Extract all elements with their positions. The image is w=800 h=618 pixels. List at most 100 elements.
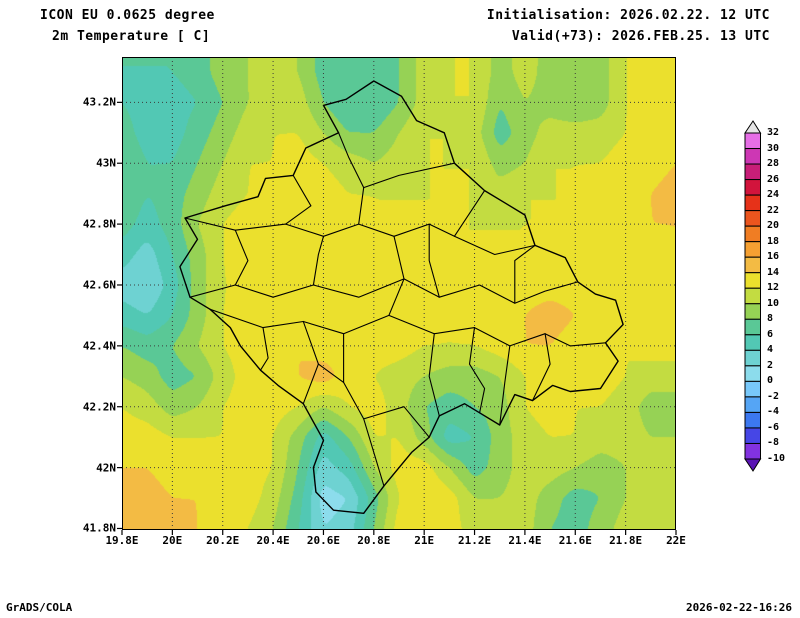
- colorbar-under-arrow: [744, 458, 762, 472]
- x-axis-tick-label: 20.4E: [256, 534, 290, 547]
- district-boundary: [531, 333, 551, 402]
- grads-credit: GrADS/COLA: [6, 601, 73, 614]
- district-boundary: [363, 162, 455, 189]
- district-boundary: [343, 333, 385, 487]
- x-axis-tick-label: 21.6E: [558, 534, 592, 547]
- district-boundary: [468, 327, 486, 414]
- colorbar-segment: [744, 349, 761, 367]
- colorbar-segment: [744, 303, 761, 320]
- colorbar-label: 14: [767, 266, 780, 278]
- colorbar-label: -10: [767, 453, 786, 464]
- y-axis-tick-label: 43N: [96, 156, 116, 170]
- colorbar-segment: [744, 148, 761, 165]
- colorbar-label: 24: [767, 189, 780, 201]
- plot-frame: [122, 57, 676, 530]
- district-boundary: [453, 235, 536, 256]
- colorbar-label: 6: [767, 328, 774, 340]
- district-boundary: [338, 132, 365, 225]
- colorbar-scale: [744, 120, 762, 472]
- y-axis-tick-label: 42.6N: [82, 278, 116, 292]
- colorbar-label: -8: [767, 437, 780, 449]
- y-axis-tick-label: 41.8N: [82, 521, 116, 535]
- colorbar-label: 18: [767, 235, 780, 247]
- y-axis-tick-label: 42.8N: [82, 217, 116, 231]
- colorbar-label: 4: [767, 344, 774, 356]
- variable-title: 2m Temperature [ C]: [52, 29, 211, 44]
- x-axis-tick-label: 20.8E: [357, 534, 391, 547]
- district-boundary: [189, 278, 579, 304]
- colorbar-segment: [744, 272, 761, 289]
- district-boundary: [499, 345, 511, 426]
- colorbar-label: -4: [767, 406, 780, 418]
- colorbar-label: 28: [767, 158, 780, 170]
- district-boundary: [234, 229, 249, 286]
- district-boundary: [285, 174, 312, 225]
- x-axis-tick-label: 21.4E: [508, 534, 542, 547]
- x-axis-tick-label: 20.2E: [206, 534, 240, 547]
- colorbar-label: 22: [767, 204, 780, 216]
- colorbar-label: 16: [767, 251, 780, 263]
- colorbar-segment: [744, 163, 761, 181]
- x-axis-tick-label: 21.2E: [457, 534, 492, 547]
- colorbar-segment: [744, 225, 761, 243]
- colorbar-segment: [744, 396, 761, 413]
- colorbar-label: 26: [767, 173, 780, 185]
- x-axis-tick-label: 21E: [414, 534, 435, 547]
- y-axis-tick-label: 43.2N: [82, 95, 116, 109]
- x-axis-tick-label: 20.6E: [306, 534, 341, 547]
- x-axis-tick-label: 20E: [162, 534, 183, 547]
- district-boundary: [317, 363, 345, 383]
- colorbar-segment: [744, 132, 761, 150]
- colorbar-segment: [744, 411, 761, 429]
- map-plot-area: [117, 57, 677, 535]
- colorbar-label: 12: [767, 282, 780, 294]
- colorbar-label: -6: [767, 421, 780, 433]
- colorbar: 32 30 28 26 24 22 20 18 16 14 12 10 8 6 4 2 0 -2 -4 -6 -8 -10: [744, 120, 800, 472]
- district-boundary: [393, 235, 405, 280]
- colorbar-segment: [744, 380, 761, 398]
- colorbar-segment: [744, 179, 761, 196]
- colorbar-segment: [744, 442, 761, 460]
- colorbar-segment: [744, 287, 761, 305]
- map-overlay: [117, 57, 677, 535]
- colorbar-label: -2: [767, 390, 780, 402]
- y-axis-tick-label: 42N: [96, 461, 116, 475]
- district-boundary: [312, 235, 325, 286]
- model-title: ICON EU 0.0625 degree: [40, 8, 215, 23]
- district-boundary: [184, 190, 486, 237]
- colorbar-segment: [744, 334, 761, 351]
- colorbar-label: 32: [767, 127, 780, 138]
- colorbar-label: 0: [767, 375, 774, 387]
- district-boundary: [259, 327, 269, 371]
- creation-timestamp: 2026-02-22-16:26: [686, 601, 792, 614]
- colorbar-segment: [744, 256, 761, 274]
- district-boundary: [428, 223, 440, 298]
- colorbar-segment: [744, 318, 761, 336]
- kosovo-border: [179, 80, 624, 514]
- x-axis-tick-label: 21.8E: [609, 534, 643, 547]
- valid-time: Valid(+73): 2026.FEB.25. 13 UTC: [511, 29, 770, 44]
- colorbar-label: 8: [767, 313, 774, 325]
- init-time: Initialisation: 2026.02.22. 12 UTC: [486, 8, 770, 23]
- colorbar-label: 10: [767, 297, 780, 309]
- colorbar-segment: [744, 194, 761, 212]
- district-boundary: [428, 333, 440, 417]
- district-boundary: [514, 244, 536, 304]
- y-axis-tick-label: 42.4N: [82, 339, 116, 353]
- x-axis-tick-label: 19.8E: [105, 534, 139, 547]
- colorbar-label: 30: [767, 142, 780, 154]
- colorbar-label: 20: [767, 220, 780, 232]
- district-boundary: [363, 406, 430, 438]
- colorbar-segment: [744, 365, 761, 382]
- district-boundary: [388, 278, 405, 316]
- x-axis-tick-label: 22E: [666, 534, 686, 547]
- colorbar-segment: [744, 427, 761, 444]
- colorbar-segment: [744, 241, 761, 258]
- colorbar-label: 2: [767, 359, 774, 371]
- colorbar-over-arrow: [744, 120, 762, 134]
- y-axis-tick-label: 42.2N: [82, 400, 116, 414]
- colorbar-segment: [744, 210, 761, 227]
- temperature-field-canvas: [122, 57, 676, 530]
- district-boundary: [302, 320, 319, 405]
